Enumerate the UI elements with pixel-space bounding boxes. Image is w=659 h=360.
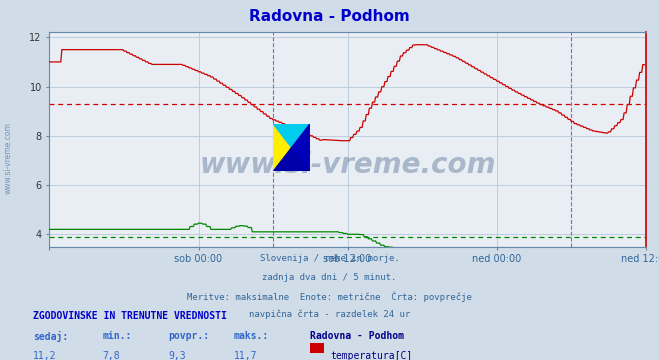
Text: 11,7: 11,7: [234, 351, 258, 360]
Text: Meritve: maksimalne  Enote: metrične  Črta: povprečje: Meritve: maksimalne Enote: metrične Črta…: [187, 291, 472, 302]
Text: 7,8: 7,8: [102, 351, 120, 360]
Text: 9,3: 9,3: [168, 351, 186, 360]
Text: Radovna - Podhom: Radovna - Podhom: [249, 9, 410, 24]
Polygon shape: [273, 124, 291, 171]
Text: ZGODOVINSKE IN TRENUTNE VREDNOSTI: ZGODOVINSKE IN TRENUTNE VREDNOSTI: [33, 311, 227, 321]
Text: maks.:: maks.:: [234, 331, 269, 341]
Polygon shape: [291, 124, 310, 171]
Text: Slovenija / reke in morje.: Slovenija / reke in morje.: [260, 254, 399, 263]
Text: www.si-vreme.com: www.si-vreme.com: [200, 151, 496, 179]
Text: povpr.:: povpr.:: [168, 331, 209, 341]
Text: temperatura[C]: temperatura[C]: [331, 351, 413, 360]
Text: sedaj:: sedaj:: [33, 331, 68, 342]
Polygon shape: [273, 148, 310, 171]
Text: Radovna - Podhom: Radovna - Podhom: [310, 331, 404, 341]
Text: zadnja dva dni / 5 minut.: zadnja dva dni / 5 minut.: [262, 273, 397, 282]
Text: 11,2: 11,2: [33, 351, 57, 360]
Text: navpična črta - razdelek 24 ur: navpična črta - razdelek 24 ur: [249, 310, 410, 319]
Text: www.si-vreme.com: www.si-vreme.com: [3, 122, 13, 194]
Polygon shape: [273, 124, 310, 148]
Text: min.:: min.:: [102, 331, 132, 341]
